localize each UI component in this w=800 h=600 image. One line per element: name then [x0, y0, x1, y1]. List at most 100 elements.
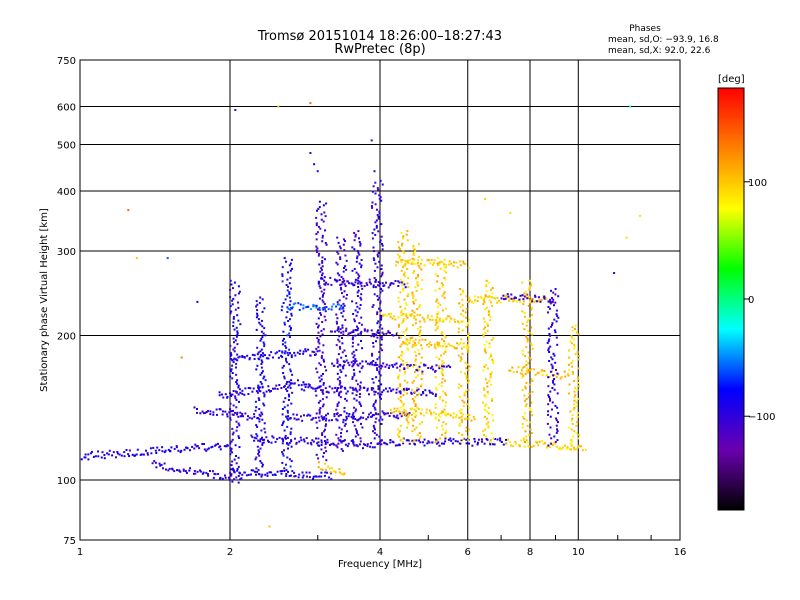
- data-point: [484, 331, 487, 334]
- data-point: [262, 438, 264, 441]
- data-point: [356, 390, 359, 393]
- data-point: [361, 287, 364, 290]
- data-point: [570, 444, 573, 447]
- data-point: [613, 272, 616, 274]
- data-point: [403, 408, 406, 411]
- data-point: [440, 282, 443, 285]
- data-point: [527, 369, 530, 372]
- data-point: [196, 408, 198, 410]
- data-point: [492, 360, 494, 363]
- data-point: [222, 410, 224, 413]
- data-point: [379, 324, 382, 326]
- data-point: [376, 208, 378, 211]
- data-point: [392, 365, 395, 368]
- data-point: [486, 438, 489, 441]
- data-point: [305, 383, 308, 386]
- data-point: [458, 410, 461, 413]
- data-point: [577, 367, 580, 370]
- data-point: [381, 331, 384, 334]
- data-point: [441, 364, 444, 367]
- data-point: [399, 291, 402, 294]
- data-point: [315, 421, 318, 424]
- data-point: [287, 443, 290, 446]
- data-point: [289, 300, 292, 303]
- data-point: [380, 393, 383, 396]
- data-point: [237, 481, 240, 484]
- data-point: [287, 415, 290, 418]
- data-point: [229, 449, 232, 452]
- data-point: [405, 387, 408, 390]
- data-point: [372, 334, 375, 337]
- data-point: [355, 360, 358, 363]
- data-point: [236, 382, 239, 385]
- data-point: [314, 387, 317, 390]
- data-point: [377, 413, 380, 416]
- data-point: [288, 380, 291, 383]
- data-point: [267, 357, 270, 360]
- data-point: [399, 385, 402, 388]
- data-point: [396, 366, 399, 369]
- data-point: [543, 370, 546, 372]
- data-point: [327, 412, 329, 415]
- data-point: [412, 340, 415, 343]
- data-point: [460, 421, 463, 424]
- data-point: [285, 260, 287, 263]
- data-point: [354, 418, 357, 420]
- data-point: [531, 432, 533, 435]
- data-point: [401, 413, 404, 416]
- data-point: [289, 276, 292, 279]
- data-point: [165, 468, 167, 471]
- data-point: [290, 258, 293, 261]
- data-point: [352, 341, 354, 344]
- data-point: [168, 449, 171, 452]
- data-point: [355, 389, 358, 392]
- data-point: [413, 401, 415, 404]
- data-point: [323, 416, 326, 419]
- data-point: [639, 214, 641, 217]
- data-point: [368, 393, 370, 396]
- data-point: [387, 331, 390, 334]
- data-point: [341, 365, 344, 368]
- data-point: [347, 442, 350, 445]
- data-point: [445, 430, 448, 433]
- data-point: [374, 203, 377, 206]
- data-point: [236, 330, 239, 333]
- data-point: [412, 258, 415, 261]
- data-point: [573, 345, 576, 348]
- data-point: [256, 416, 259, 419]
- data-point: [381, 271, 384, 274]
- data-point: [236, 332, 239, 335]
- data-point: [357, 364, 360, 367]
- data-point: [419, 361, 422, 364]
- data-point: [284, 397, 287, 400]
- data-point: [407, 439, 410, 442]
- data-point: [511, 366, 514, 369]
- data-point: [338, 380, 341, 382]
- data-point: [146, 453, 149, 456]
- data-point: [572, 372, 574, 375]
- data-point: [371, 354, 374, 357]
- data-point: [288, 282, 291, 285]
- data-point: [402, 403, 405, 406]
- data-point: [322, 430, 325, 433]
- data-point: [390, 390, 393, 393]
- data-point: [555, 320, 558, 323]
- data-point: [375, 219, 378, 222]
- data-point: [482, 369, 485, 372]
- data-point: [427, 259, 430, 262]
- data-point: [407, 349, 409, 352]
- data-point: [472, 415, 475, 418]
- data-point: [406, 230, 409, 233]
- data-point: [379, 347, 382, 350]
- data-point: [315, 387, 318, 390]
- data-point: [236, 469, 239, 472]
- data-point: [235, 455, 237, 457]
- data-point: [407, 388, 410, 391]
- data-point: [320, 471, 323, 474]
- data-point: [402, 437, 405, 440]
- data-point: [380, 275, 383, 278]
- data-point: [371, 352, 373, 355]
- data-point: [358, 253, 361, 256]
- data-point: [278, 349, 281, 352]
- data-point: [338, 376, 341, 379]
